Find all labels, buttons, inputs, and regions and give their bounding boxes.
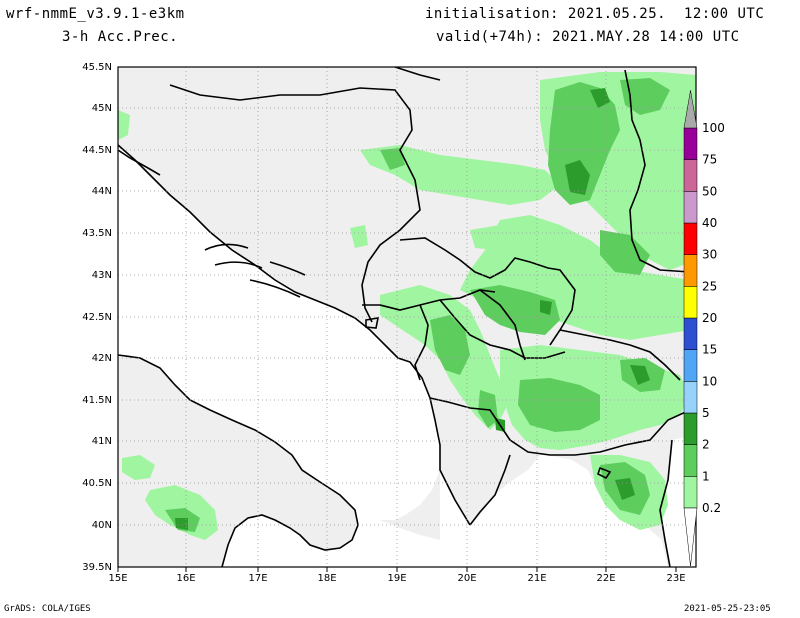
lon-label: 22E bbox=[596, 573, 615, 584]
colorbar-swatch bbox=[683, 90, 698, 129]
precip-medium bbox=[165, 78, 670, 532]
lat-label: 42.5N bbox=[82, 312, 112, 323]
colorbar-swatch bbox=[683, 444, 698, 477]
colorbar-label: 25 bbox=[702, 279, 717, 293]
lat-label: 45.5N bbox=[82, 62, 112, 73]
lat-label: 40N bbox=[92, 520, 112, 531]
lat-label: 44.5N bbox=[82, 145, 112, 156]
lon-label: 20E bbox=[457, 573, 476, 584]
colorbar-label: 40 bbox=[702, 216, 717, 230]
lat-label: 45N bbox=[92, 103, 112, 114]
model-title: wrf-nmmE_v3.9.1-e3km bbox=[6, 6, 185, 22]
lat-label: 43.5N bbox=[82, 228, 112, 239]
lat-label: 41N bbox=[92, 436, 112, 447]
colorbar-label: 5 bbox=[702, 406, 710, 420]
lat-label: 40.5N bbox=[82, 478, 112, 489]
colorbar-swatch bbox=[683, 317, 698, 350]
lon-label: 17E bbox=[248, 573, 267, 584]
lat-label: 43N bbox=[92, 270, 112, 281]
country-borders bbox=[169, 67, 696, 526]
colorbar-label: 30 bbox=[702, 248, 717, 262]
precip-heavy bbox=[175, 88, 650, 530]
colorbar-swatch bbox=[683, 412, 698, 445]
colorbar-label: 0.2 bbox=[702, 501, 721, 515]
colorbar-swatch bbox=[683, 191, 698, 224]
coastlines bbox=[118, 144, 673, 567]
lat-label: 39.5N bbox=[82, 562, 112, 573]
colorbar-label: 20 bbox=[702, 311, 717, 325]
colorbar-label: 15 bbox=[702, 343, 717, 357]
colorbar-swatch bbox=[683, 286, 698, 319]
ionian-sea bbox=[440, 470, 498, 540]
adriatic-sea bbox=[118, 145, 440, 520]
gridlines bbox=[118, 67, 696, 567]
axis-ticks bbox=[117, 567, 677, 572]
lat-label: 42N bbox=[92, 353, 112, 364]
colorbar-swatch bbox=[683, 254, 698, 287]
colorbar-swatch bbox=[683, 349, 698, 382]
lat-label: 41.5N bbox=[82, 395, 112, 406]
init-time: initialisation: 2021.05.25. 12:00 UTC bbox=[425, 6, 765, 22]
grads-credit: GrADS: COLA/IGES bbox=[4, 604, 91, 614]
colorbar-swatch bbox=[683, 381, 698, 414]
colorbar-label: 1 bbox=[702, 469, 710, 483]
colorbar-label: 10 bbox=[702, 374, 717, 388]
colorbar-label: 2 bbox=[702, 438, 710, 452]
lon-label: 19E bbox=[387, 573, 406, 584]
lon-label: 16E bbox=[176, 573, 195, 584]
colorbar-tail bbox=[683, 507, 698, 567]
lat-label: 44N bbox=[92, 186, 112, 197]
lon-label: 18E bbox=[317, 573, 336, 584]
colorbar-label: 50 bbox=[702, 184, 717, 198]
colorbar-label: 75 bbox=[702, 153, 717, 167]
lon-label: 15E bbox=[108, 573, 127, 584]
lon-label: 21E bbox=[527, 573, 546, 584]
colorbar-swatch bbox=[683, 222, 698, 255]
colorbar-label: 100 bbox=[702, 121, 725, 135]
field-title: 3-h Acc.Prec. bbox=[62, 29, 179, 45]
colorbar-swatch bbox=[683, 127, 698, 160]
valid-time: valid(+74h): 2021.MAY.28 14:00 UTC bbox=[436, 29, 740, 45]
colorbar-swatch bbox=[683, 476, 698, 509]
plot-timestamp: 2021-05-25-23:05 bbox=[684, 604, 771, 614]
lon-label: 23E bbox=[666, 573, 685, 584]
colorbar-swatch bbox=[683, 159, 698, 192]
